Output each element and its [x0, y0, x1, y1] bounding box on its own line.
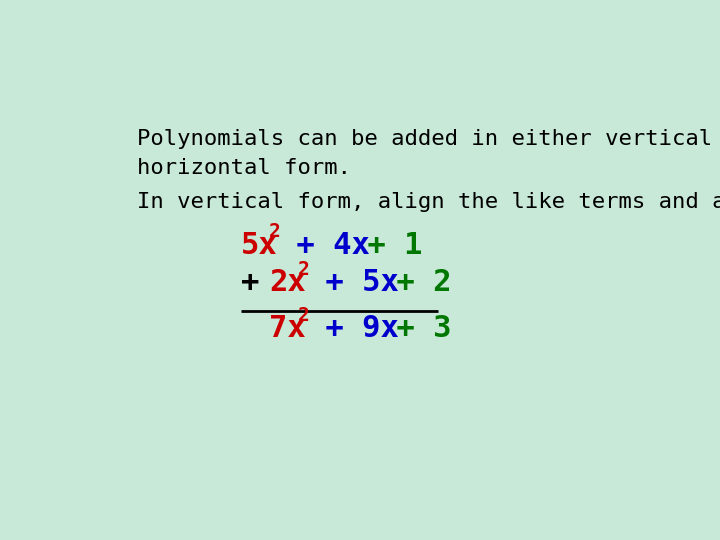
Text: 5x: 5x: [240, 231, 277, 260]
Text: + 9x: + 9x: [307, 314, 399, 343]
Text: horizontal form.: horizontal form.: [138, 158, 351, 178]
Text: 7x: 7x: [269, 314, 306, 343]
Text: Polynomials can be added in either vertical or: Polynomials can be added in either verti…: [138, 129, 720, 149]
Text: 2: 2: [297, 306, 310, 325]
Text: + 4x: + 4x: [278, 231, 370, 260]
Text: 2: 2: [297, 260, 310, 279]
Text: + 1: + 1: [349, 231, 423, 260]
Text: 2x: 2x: [269, 268, 306, 298]
Text: + 5x: + 5x: [307, 268, 399, 298]
Text: 2: 2: [269, 222, 281, 241]
Text: + 2: + 2: [378, 268, 451, 298]
Text: +: +: [240, 268, 277, 298]
Text: + 3: + 3: [378, 314, 451, 343]
Text: In vertical form, align the like terms and add:: In vertical form, align the like terms a…: [138, 192, 720, 212]
